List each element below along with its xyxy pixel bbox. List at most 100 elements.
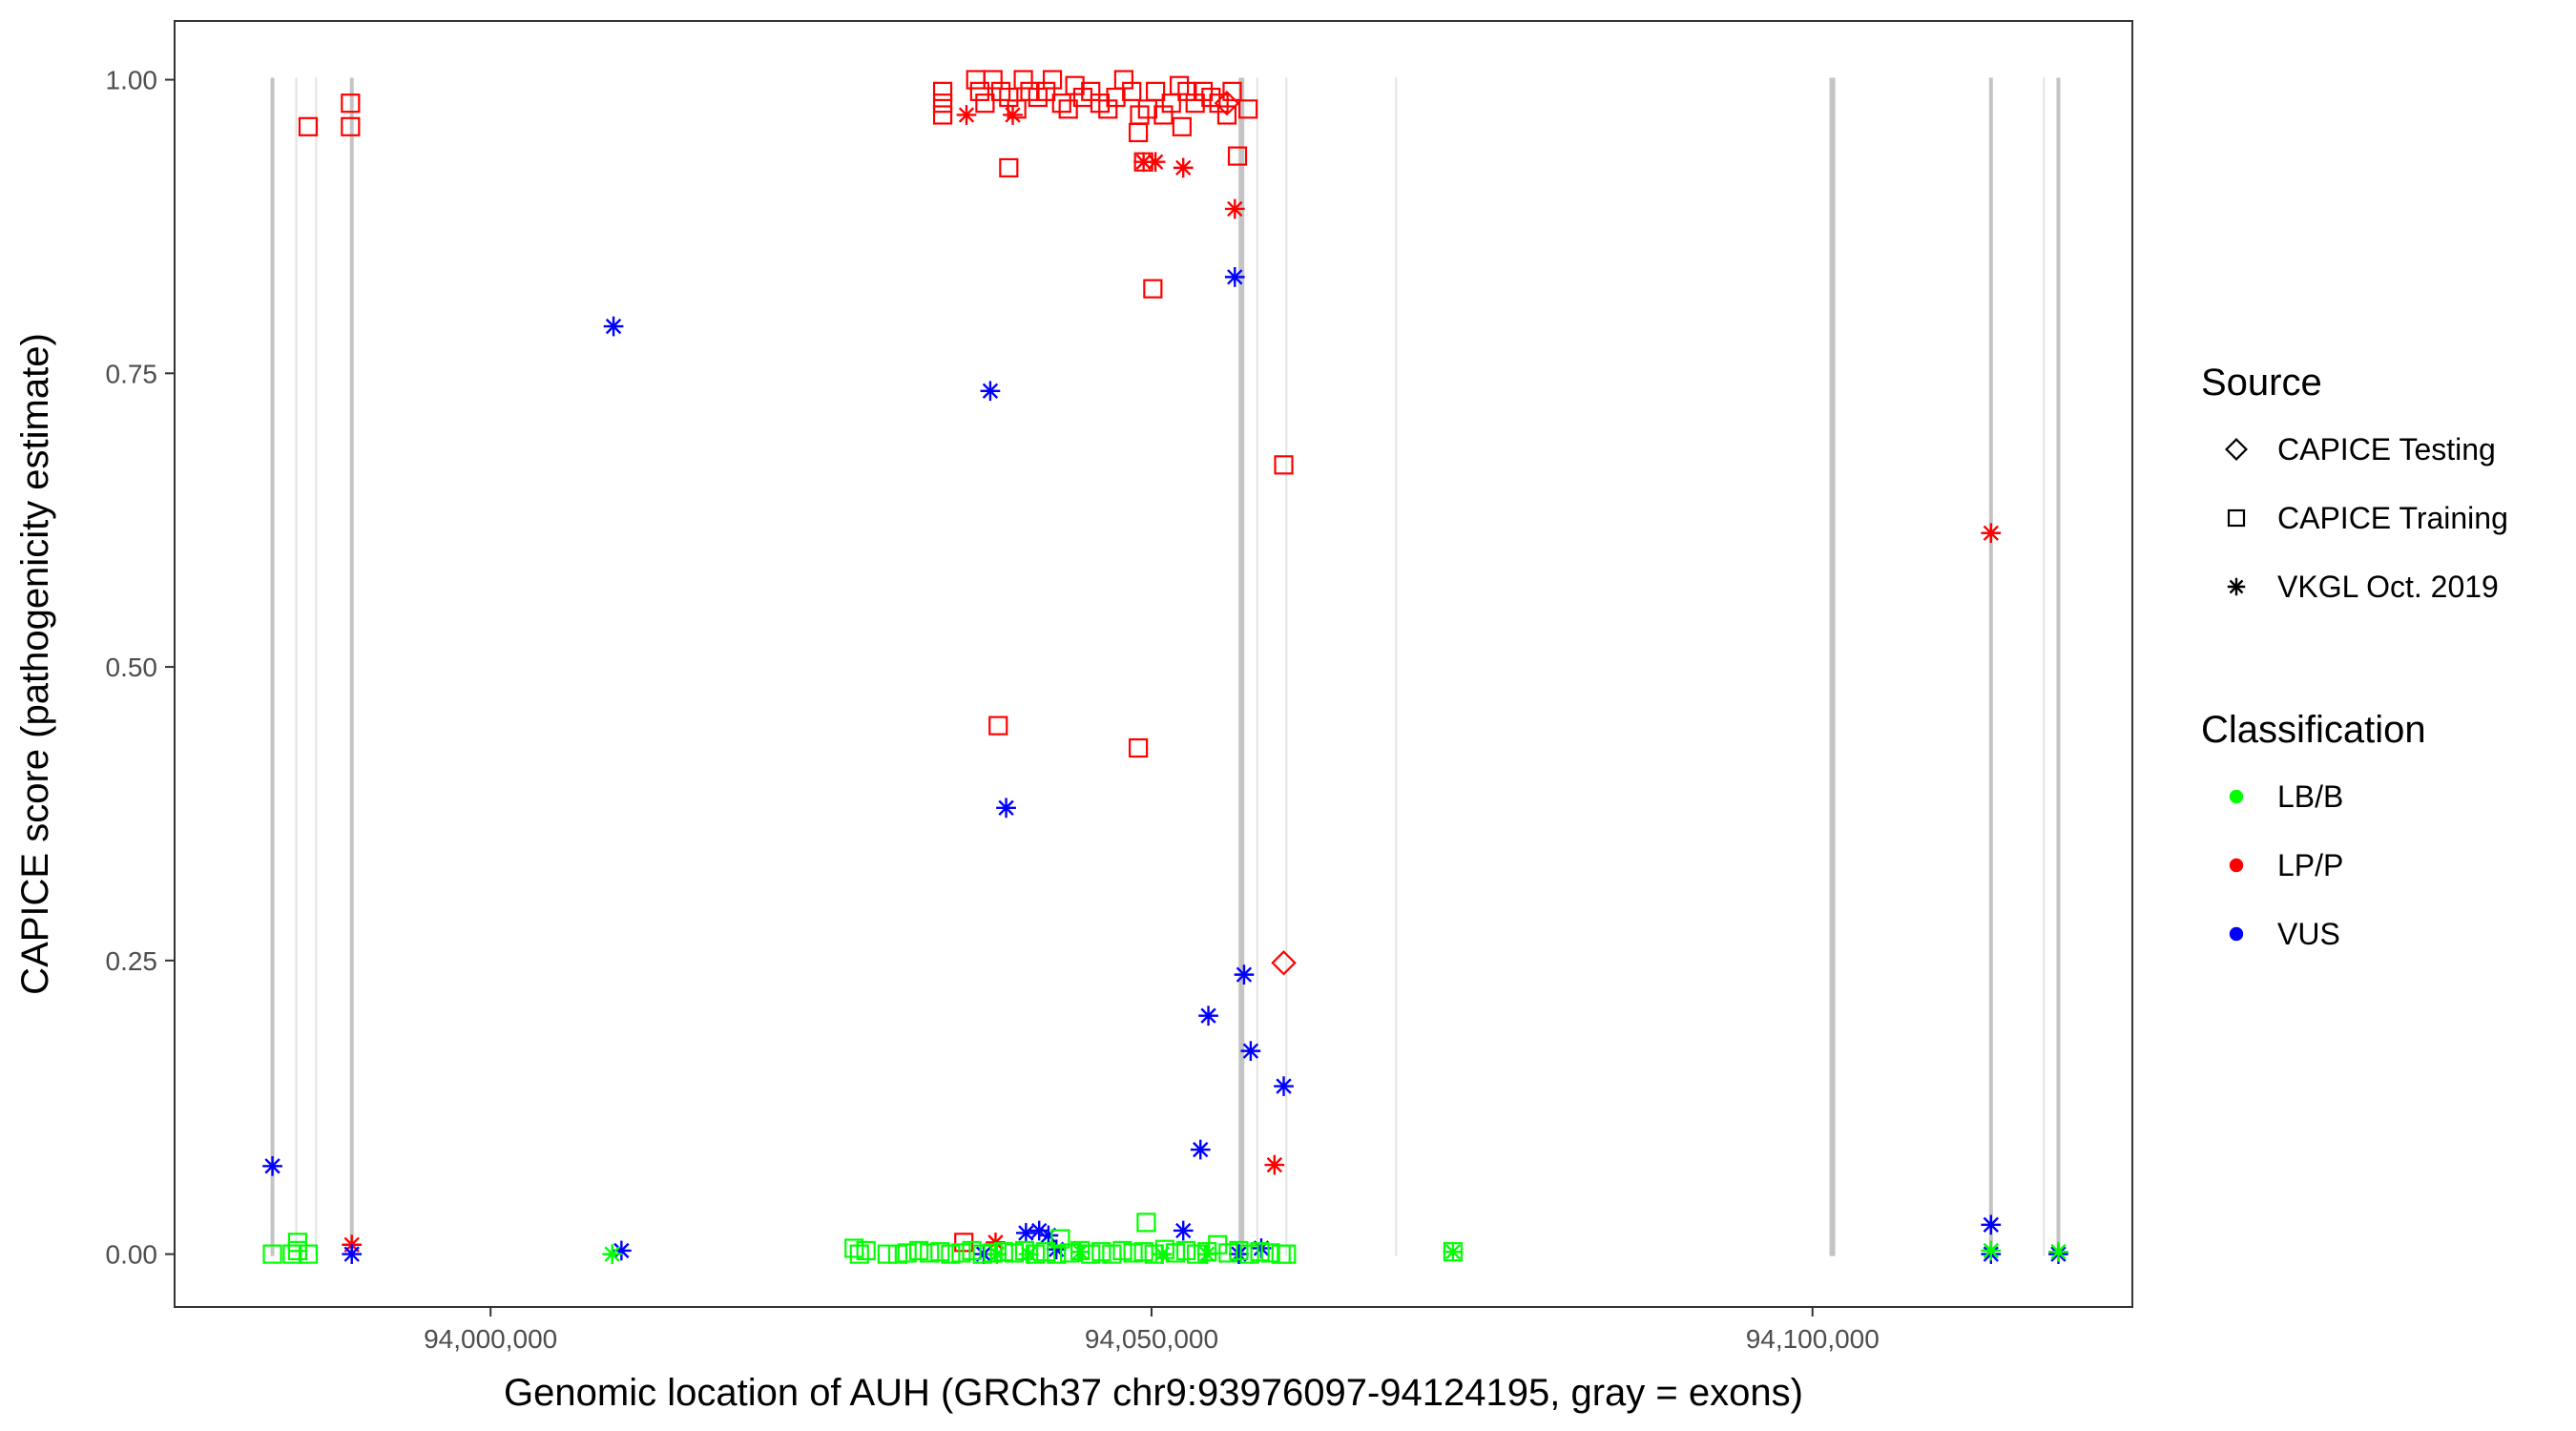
- y-tick-label: 0.50: [106, 653, 158, 682]
- plot-panel-border: [174, 20, 2133, 1308]
- legend-classification: Classification LB/B LP/P VUS: [2201, 709, 2426, 951]
- data-points: [262, 70, 2068, 1264]
- y-tick-label: 0.75: [106, 359, 158, 388]
- point-lb-b-asterisk: [1152, 1244, 1173, 1264]
- point-lb-b-square: [1004, 1243, 1024, 1263]
- legend-classification-title: Classification: [2201, 709, 2426, 751]
- legend-source-title: Source: [2201, 362, 2322, 404]
- point-lb-b-square: [962, 1240, 982, 1261]
- point-lp-p-square: [1013, 70, 1033, 90]
- point-lb-b-asterisk: [1981, 1240, 2002, 1261]
- point-lb-b-square: [1091, 1242, 1111, 1262]
- legend-key-dot: [2229, 789, 2244, 804]
- point-lp-p-square: [1122, 81, 1142, 101]
- point-lb-b-square: [1239, 1244, 1259, 1264]
- point-lb-b-square: [262, 1244, 282, 1264]
- point-lb-b-square: [930, 1242, 950, 1262]
- point-vus-asterisk: [262, 1155, 282, 1176]
- point-lp-p-square: [1222, 81, 1242, 101]
- x-tick-label: 94,050,000: [1085, 1324, 1218, 1354]
- legend-source-label: CAPICE Testing: [2277, 432, 2496, 467]
- legend-classification-label: VUS: [2277, 917, 2340, 951]
- legend-key-asterisk: [2227, 577, 2246, 596]
- point-vus-asterisk: [1234, 964, 1255, 985]
- point-lp-p-square: [1129, 122, 1149, 143]
- point-lb-b-square: [282, 1244, 302, 1264]
- point-lb-b-square: [1165, 1243, 1186, 1263]
- point-lb-b-asterisk: [1196, 1244, 1217, 1264]
- point-lp-p-square: [999, 157, 1019, 177]
- point-lp-p-asterisk: [1981, 523, 2002, 544]
- point-lb-b-square: [1250, 1242, 1270, 1262]
- point-lp-p-diamond: [1271, 950, 1297, 976]
- point-lb-b-square: [909, 1240, 929, 1261]
- point-lp-p-square: [1051, 93, 1071, 114]
- y-tick-label: 1.00: [106, 66, 158, 95]
- point-lb-b-square: [1123, 1243, 1143, 1263]
- point-lb-b-asterisk: [1070, 1241, 1091, 1262]
- point-lb-b-square: [941, 1244, 961, 1264]
- legend-key-diamond: [2225, 438, 2248, 461]
- point-lp-p-square: [1172, 116, 1192, 136]
- point-lp-p-square: [1146, 81, 1166, 101]
- point-lb-b-square: [1229, 1240, 1249, 1261]
- point-vus-asterisk: [1190, 1139, 1211, 1160]
- point-lb-b-square: [298, 1244, 319, 1264]
- point-lb-b-asterisk: [2048, 1241, 2068, 1262]
- point-lb-b-square: [1277, 1244, 1297, 1264]
- point-lp-p-diamond: [1214, 90, 1240, 116]
- point-lp-p-square: [1042, 70, 1063, 90]
- point-lp-p-square: [298, 116, 319, 136]
- point-lb-b-square: [1102, 1244, 1122, 1264]
- point-lb-b-asterisk: [602, 1244, 623, 1264]
- point-lb-b-asterisk: [987, 1244, 1008, 1264]
- point-lp-p-asterisk: [1003, 105, 1023, 125]
- point-vus-asterisk: [342, 1244, 363, 1264]
- point-vus-asterisk: [1274, 1076, 1294, 1096]
- point-lp-p-asterisk: [1173, 157, 1194, 178]
- x-axis: 94,000,000 94,050,000 94,100,000: [424, 1307, 1880, 1354]
- point-lb-b-square: [1047, 1244, 1067, 1264]
- y-axis: 0.00 0.25 0.50 0.75 1.00: [106, 66, 175, 1270]
- point-lp-p-square: [988, 716, 1008, 736]
- y-tick-label: 0.25: [106, 946, 158, 976]
- point-lb-b-asterisk: [1018, 1244, 1039, 1264]
- point-lp-p-asterisk: [1224, 198, 1245, 219]
- point-vus-asterisk: [1224, 267, 1245, 287]
- point-lp-p-square: [969, 81, 989, 101]
- point-lb-b-square: [1112, 1240, 1132, 1261]
- point-lp-p-square: [975, 93, 995, 114]
- point-vus-asterisk: [1240, 1041, 1261, 1061]
- point-lp-p-square: [932, 105, 953, 125]
- point-lp-p-square: [1227, 146, 1248, 166]
- point-vus-asterisk: [603, 316, 624, 337]
- exon-lines: [270, 77, 2061, 1256]
- point-lb-b-square: [1036, 1242, 1056, 1262]
- x-axis-title: Genomic location of AUH (GRCh37 chr9:939…: [504, 1372, 1803, 1414]
- point-lb-b-square: [287, 1233, 307, 1253]
- point-lp-p-asterisk: [1145, 152, 1166, 173]
- point-lb-b-asterisk: [1443, 1241, 1464, 1262]
- point-lb-b-square: [1218, 1243, 1238, 1263]
- point-lp-p-square: [341, 93, 361, 114]
- point-lb-b-square: [1175, 1240, 1196, 1261]
- point-lp-p-asterisk: [1133, 152, 1154, 173]
- point-lp-p-square: [1058, 99, 1078, 119]
- legend-key-dot: [2229, 858, 2244, 873]
- point-vus-asterisk: [996, 798, 1016, 819]
- point-lp-p-asterisk: [956, 105, 977, 125]
- legend-source-label: CAPICE Training: [2277, 501, 2508, 535]
- point-lb-b-square: [983, 1243, 1003, 1263]
- legend-classification-label: LB/B: [2277, 779, 2343, 814]
- point-lb-b-square: [951, 1243, 971, 1263]
- legend-source: Source CAPICE Testing CAPICE Training VKGL…: [2201, 362, 2508, 604]
- legend-key-square: [2227, 508, 2246, 528]
- point-lp-p-square: [1216, 105, 1237, 125]
- point-lp-p-square: [932, 81, 953, 101]
- legend-source-label: VKGL Oct. 2019: [2277, 570, 2499, 604]
- point-lp-p-square: [932, 93, 953, 114]
- point-lb-b-square: [844, 1238, 864, 1258]
- y-tick-label: 0.00: [106, 1240, 158, 1270]
